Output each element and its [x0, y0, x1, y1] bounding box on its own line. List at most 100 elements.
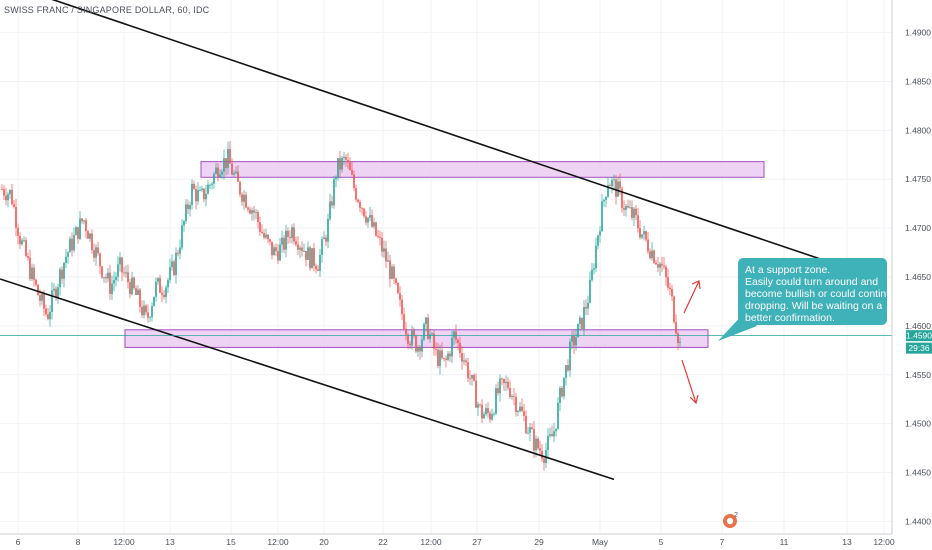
- candle: [73, 227, 75, 253]
- candle: [637, 207, 639, 233]
- annotation-line-1: At a support zone.: [745, 264, 830, 276]
- candle: [561, 386, 563, 398]
- candle: [665, 264, 667, 286]
- candle: [43, 290, 45, 316]
- candle: [229, 141, 231, 164]
- candle: [421, 335, 423, 358]
- candle: [671, 284, 673, 301]
- candle: [471, 374, 473, 386]
- candle: [265, 228, 267, 240]
- price-tick: 1.4500: [905, 419, 931, 429]
- candle: [97, 241, 99, 256]
- candle: [297, 235, 299, 256]
- candle: [509, 380, 511, 399]
- candle: [379, 230, 381, 246]
- candle: [197, 182, 199, 206]
- price-tick: 1.4850: [905, 76, 931, 86]
- candle: [399, 286, 401, 307]
- candle: [225, 158, 227, 176]
- candle: [461, 346, 463, 370]
- candle: [37, 283, 39, 296]
- candle: [77, 226, 79, 244]
- candle: [1, 184, 3, 191]
- candle: [239, 180, 241, 198]
- candle: [173, 259, 175, 277]
- candle: [289, 230, 291, 244]
- candle: [381, 232, 383, 257]
- watermark-logo[interactable]: 2: [723, 512, 738, 528]
- candle: [353, 170, 355, 192]
- candle: [253, 205, 255, 221]
- candle: [357, 198, 359, 204]
- candle: [327, 213, 329, 249]
- candle: [101, 265, 103, 280]
- candle: [215, 163, 217, 175]
- candle: [411, 325, 413, 350]
- candle: [169, 258, 171, 284]
- candlestick-series: [1, 141, 681, 471]
- last-price-label: 1.4590: [906, 331, 932, 341]
- candle: [575, 328, 577, 351]
- candle: [95, 244, 97, 266]
- candle: [93, 243, 95, 262]
- candle: [507, 377, 509, 390]
- candle: [263, 229, 265, 240]
- time-tick: 29: [534, 537, 544, 547]
- candle: [605, 196, 607, 208]
- candle: [255, 208, 257, 220]
- time-tick: 8: [76, 537, 81, 547]
- candle: [243, 190, 245, 211]
- candle: [127, 264, 129, 289]
- candle: [187, 199, 189, 215]
- candle: [81, 218, 83, 224]
- annotation-callout[interactable]: At a support zone. Easily could turn aro…: [718, 258, 898, 341]
- candle: [433, 329, 435, 356]
- candle: [361, 207, 363, 215]
- candle: [367, 217, 369, 228]
- price-tick: 1.4550: [905, 370, 931, 380]
- lower-trendline[interactable]: [0, 278, 615, 481]
- candle: [457, 338, 459, 351]
- candle: [547, 428, 549, 458]
- candle: [109, 264, 111, 300]
- price-axis-panel[interactable]: [892, 0, 932, 534]
- candle: [663, 257, 665, 270]
- upper-trendline[interactable]: [0, 0, 837, 266]
- candle: [371, 209, 373, 228]
- time-tick: 7: [720, 537, 725, 547]
- candle: [655, 260, 657, 265]
- candle: [11, 184, 13, 206]
- candle: [443, 357, 445, 362]
- candle: [435, 341, 437, 356]
- candle: [269, 238, 271, 246]
- candle: [643, 225, 645, 241]
- candle: [473, 373, 475, 382]
- candle: [107, 268, 109, 283]
- candle: [249, 206, 251, 215]
- candle: [595, 237, 597, 273]
- candle: [523, 403, 525, 422]
- candle: [193, 180, 195, 190]
- candle: [437, 343, 439, 369]
- candle: [463, 353, 465, 366]
- time-tick: 12:00: [113, 537, 135, 547]
- time-tick: 12:00: [873, 537, 895, 547]
- candle: [395, 277, 397, 285]
- candle: [645, 230, 647, 242]
- candle: [485, 403, 487, 417]
- candle: [489, 410, 491, 423]
- candle: [315, 263, 317, 274]
- candle: [451, 330, 453, 363]
- candle: [513, 387, 515, 406]
- candle: [217, 163, 219, 182]
- time-tick: 15: [226, 537, 236, 547]
- candle: [581, 317, 583, 331]
- candle: [331, 195, 333, 209]
- candle: [459, 336, 461, 358]
- candle: [19, 232, 21, 250]
- candle: [553, 423, 555, 443]
- price-tick: 1.4700: [905, 223, 931, 233]
- resistance-zone[interactable]: [200, 161, 765, 178]
- time-axis-panel[interactable]: [0, 534, 892, 550]
- candle: [141, 300, 143, 318]
